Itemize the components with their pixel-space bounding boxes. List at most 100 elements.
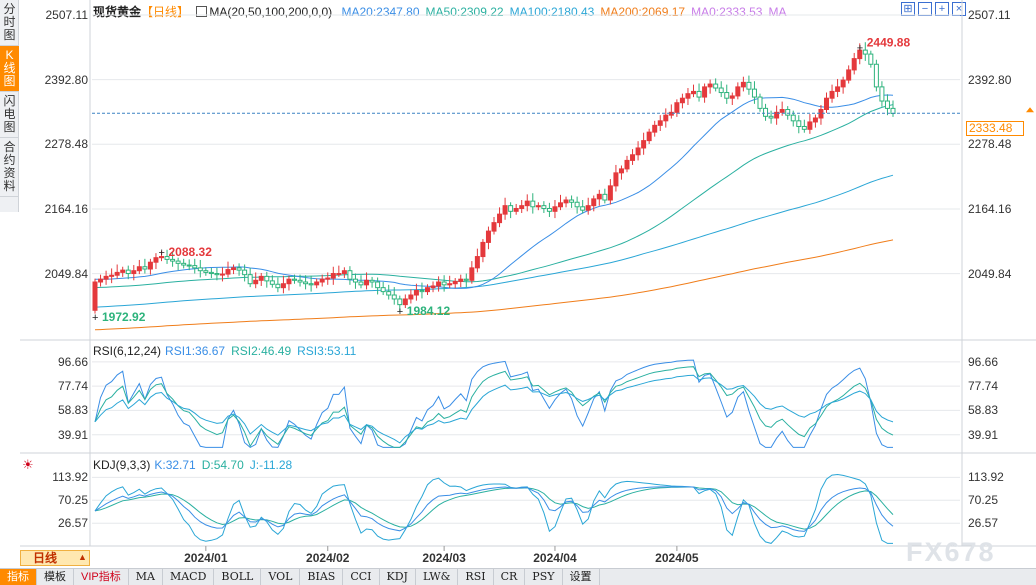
candle-body [153, 257, 159, 263]
annotation-label: 2088.32 [169, 245, 213, 259]
candle-body [391, 294, 397, 300]
y-tick-label: 26.57 [968, 516, 999, 531]
side-tab-0[interactable]: 分时图 [0, 0, 19, 46]
toolbar-item-6[interactable]: VOL [261, 569, 301, 585]
candle-body [502, 205, 508, 215]
candle-body [580, 206, 586, 211]
candle-body [790, 114, 796, 122]
candle-body [147, 261, 153, 270]
candle-body [607, 185, 613, 201]
candle-body [159, 256, 164, 259]
candle-body [818, 109, 824, 119]
toolbar-item-4[interactable]: MACD [163, 569, 215, 585]
candle-body [851, 58, 857, 71]
candle-body [740, 81, 746, 88]
period-box[interactable]: 日线 [20, 550, 90, 566]
toolbar-item-3[interactable]: MA [129, 569, 163, 585]
candle-body [186, 264, 192, 267]
candle-body [413, 289, 419, 296]
candle-body [380, 287, 386, 293]
sun-icon[interactable]: ☀ [22, 457, 34, 472]
side-tab-3[interactable]: 合约资料 [0, 138, 19, 197]
candle-body [164, 256, 170, 260]
candle-body [829, 90, 835, 99]
rsi-line-6 [94, 359, 893, 449]
candle-body [696, 90, 702, 98]
candle-body [336, 273, 342, 276]
candle-body [801, 125, 807, 130]
candle-body [264, 275, 270, 282]
candle-body [314, 281, 320, 286]
candle-body [436, 281, 442, 287]
y-tick-label: 58.83 [57, 403, 88, 418]
candle-body [170, 258, 176, 262]
toolbar-item-7[interactable]: BIAS [300, 569, 344, 585]
x-axis: 2024/01 2024/02 2024/03 2024/04 2024/05 [20, 548, 960, 566]
legend-entry-0: RSI1:36.67 [165, 344, 226, 358]
candle-body [292, 278, 297, 281]
ma100-line [94, 174, 894, 308]
candle-body [569, 199, 575, 203]
candle-body [497, 213, 503, 224]
y-tick-label: 2164.16 [44, 201, 88, 216]
period-arrow-icon[interactable]: ▲ [78, 552, 87, 562]
toolbar-item-13[interactable]: PSY [525, 569, 563, 585]
toolbar-item-1[interactable]: 模板 [37, 569, 74, 585]
ma50-line [94, 104, 894, 289]
ma-settings-icon[interactable] [196, 6, 208, 17]
candle-body [768, 115, 774, 119]
left-tab-strip: 分时图 K线图 闪电图 合约资料 [0, 0, 19, 212]
toolbar-item-8[interactable]: CCI [343, 569, 380, 585]
candle-body [358, 281, 364, 286]
candle-body [630, 154, 636, 161]
candle-body [824, 97, 829, 111]
toolbar-item-2[interactable]: VIP指标 [74, 569, 129, 585]
candle-body [203, 270, 209, 273]
toolbar-item-5[interactable]: BOLL [214, 569, 262, 585]
y-tick-label: 39.91 [57, 427, 88, 442]
y-tick-label: 2392.80 [968, 72, 1012, 87]
candle-body [635, 147, 641, 156]
y-tick-label: 2507.11 [45, 8, 89, 22]
toolbar-item-14[interactable]: 设置 [563, 569, 600, 585]
side-tab-2[interactable]: 闪电图 [0, 92, 19, 138]
x-tick-label: 2024/05 [655, 551, 699, 565]
y-tick-label: 2507.11 [968, 8, 1011, 22]
y-tick-label: 2049.84 [968, 266, 1012, 281]
candle-body [142, 266, 148, 270]
legend-entry-2: J:-11.28 [249, 458, 293, 472]
y-tick-label: 70.25 [57, 493, 88, 508]
candle-body [319, 278, 325, 283]
candle-body [552, 206, 558, 212]
candle-body [341, 270, 347, 275]
annotation-label: 1972.92 [102, 310, 146, 324]
y-tick-label: 2392.80 [44, 72, 88, 87]
candle-body [480, 241, 486, 258]
candle-body [103, 275, 109, 280]
toolbar-item-11[interactable]: RSI [458, 569, 494, 585]
toolbar-item-12[interactable]: CR [494, 569, 526, 585]
candle-body [242, 269, 248, 276]
candle-body [491, 222, 497, 232]
rsi-line-12 [94, 366, 894, 448]
legend-entry-0: K:32.71 [154, 458, 196, 472]
y-tick-label: 26.57 [57, 516, 88, 531]
toolbar-item-0[interactable]: 指标 [0, 569, 37, 585]
candle-body [862, 49, 868, 55]
candle-body [258, 275, 264, 281]
kdj-d-line [94, 486, 894, 530]
toolbar-item-9[interactable]: KDJ [380, 569, 416, 585]
toolbar-item-10[interactable]: LW& [416, 569, 459, 585]
legend-entry-1: D:54.70 [201, 458, 244, 472]
kdj-k-line [94, 486, 894, 532]
kdj-label: KDJ(9,3,3) [93, 458, 151, 472]
side-tab-1[interactable]: K线图 [0, 46, 19, 92]
candle-body [535, 205, 541, 208]
candle-body [774, 111, 780, 119]
candle-body [181, 262, 187, 266]
candle-body [513, 207, 519, 212]
y-tick-label: 2278.48 [44, 137, 88, 152]
candle-body [463, 278, 469, 281]
